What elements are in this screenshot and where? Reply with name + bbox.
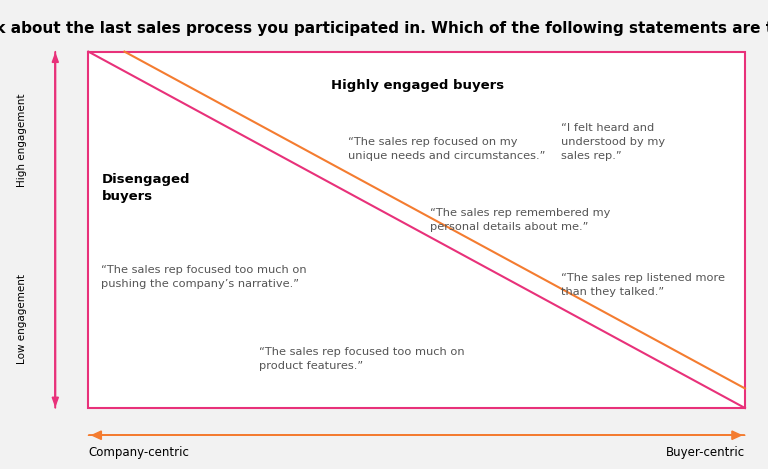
Text: “The sales rep listened more
than they talked.”: “The sales rep listened more than they t… <box>561 272 725 296</box>
Text: Low engagement: Low engagement <box>16 274 27 364</box>
Text: “I felt heard and
understood by my
sales rep.”: “I felt heard and understood by my sales… <box>561 123 665 161</box>
Text: “The sales rep focused too much on
product features.”: “The sales rep focused too much on produ… <box>259 348 465 371</box>
Text: Disengaged
buyers: Disengaged buyers <box>101 173 190 203</box>
Text: “The sales rep focused too much on
pushing the company’s narrative.”: “The sales rep focused too much on pushi… <box>101 265 307 289</box>
Text: “The sales rep focused on my
unique needs and circumstances.”: “The sales rep focused on my unique need… <box>348 137 545 161</box>
Text: Buyer-centric: Buyer-centric <box>666 446 745 459</box>
Text: “The sales rep remembered my
personal details about me.”: “The sales rep remembered my personal de… <box>430 208 610 233</box>
Text: Company-centric: Company-centric <box>88 446 189 459</box>
Text: Highly engaged buyers: Highly engaged buyers <box>331 79 505 92</box>
Text: Think about the last sales process you participated in. Which of the following s: Think about the last sales process you p… <box>0 21 768 36</box>
Text: High engagement: High engagement <box>16 94 27 188</box>
